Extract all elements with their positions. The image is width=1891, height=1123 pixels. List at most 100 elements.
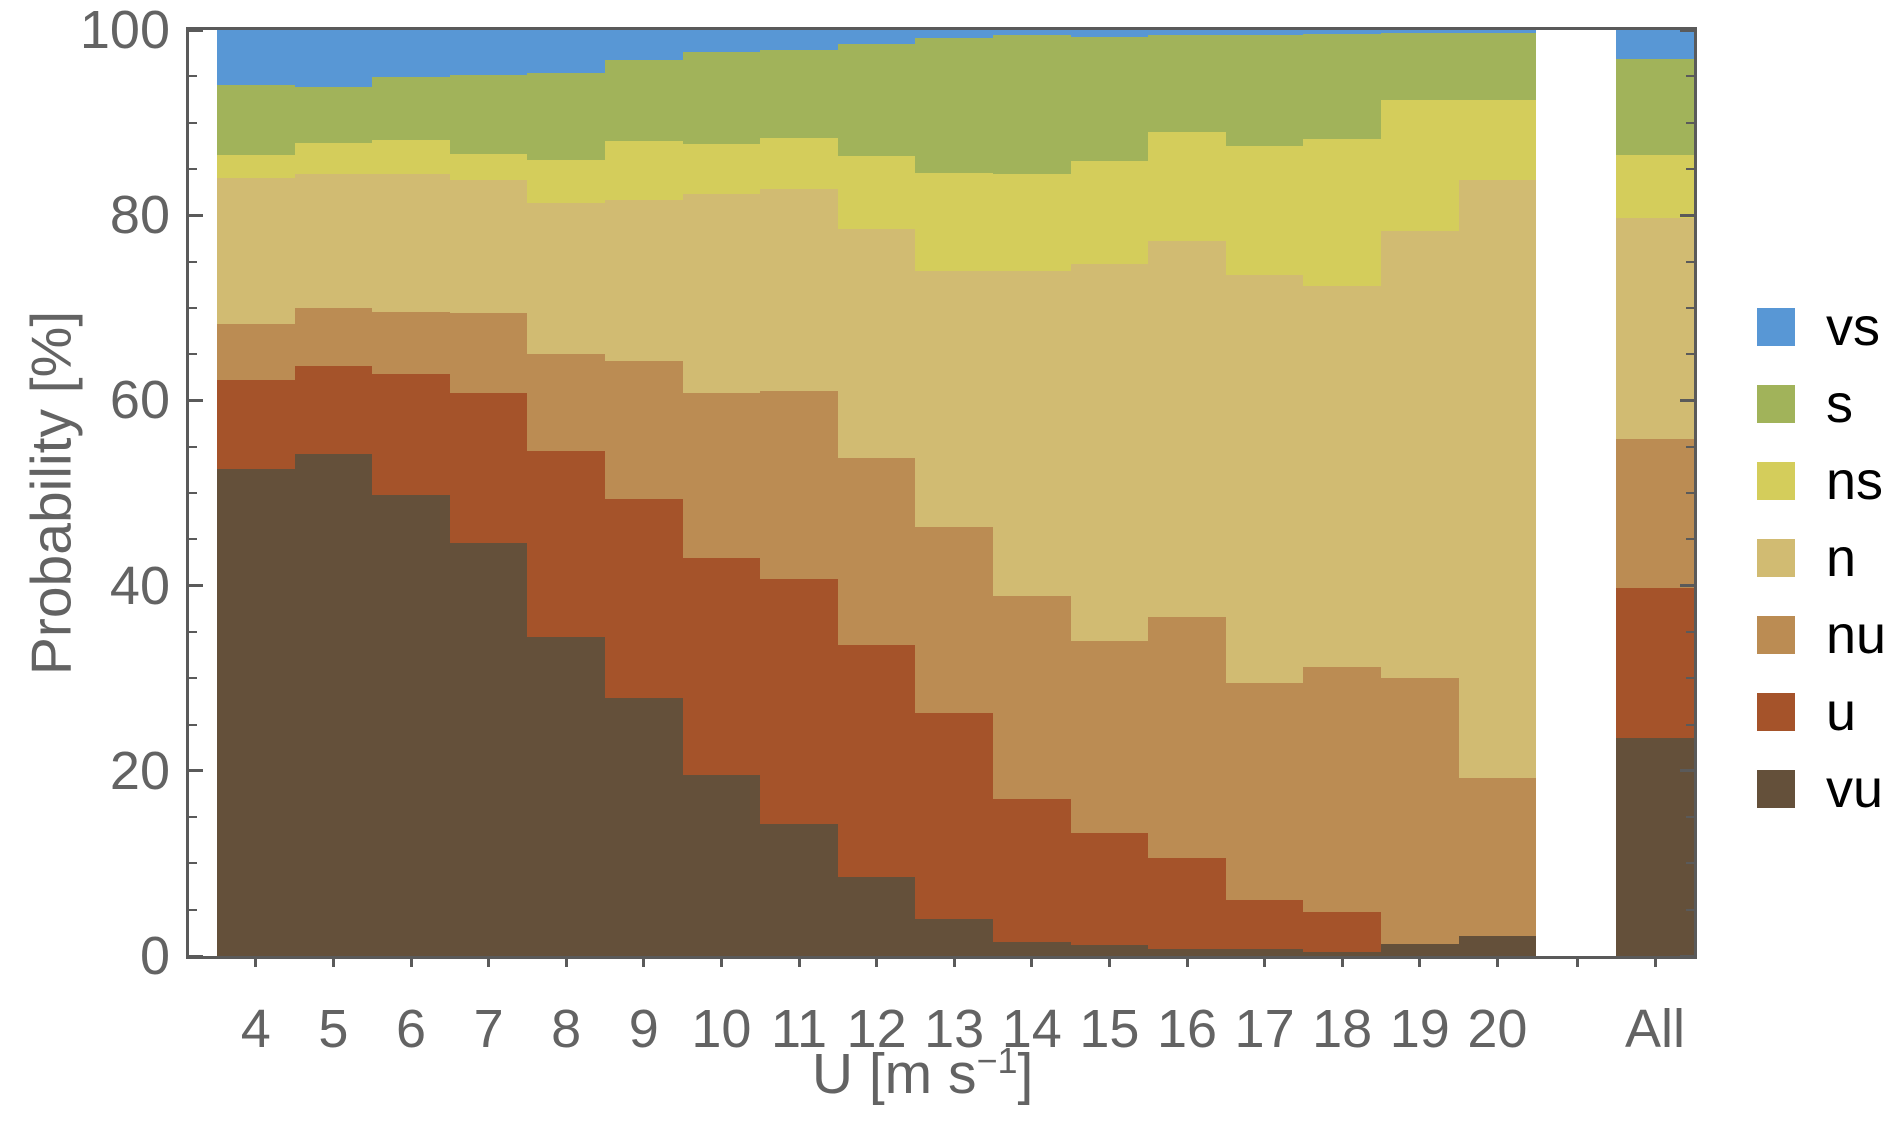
bar-segment-u-16 [1148, 857, 1226, 949]
bar-segment-vs-7 [449, 30, 528, 75]
legend-swatch-vu [1757, 769, 1795, 808]
bar-segment-u-17 [1225, 900, 1304, 949]
y-minor-tick-left [189, 260, 197, 263]
legend-swatch-ns [1757, 461, 1795, 500]
x-tick-label-4: 4 [240, 999, 271, 1059]
bar-segment-vu-11 [760, 823, 838, 956]
bar-segment-vs-9 [605, 30, 683, 60]
bar-segment-n-7 [449, 180, 528, 314]
bar-column-9 [605, 30, 683, 956]
bar-segment-ns-4 [217, 155, 295, 179]
legend-swatch-nu [1757, 615, 1795, 654]
y-minor-tick-right [1686, 445, 1694, 448]
x-tick [1418, 959, 1422, 967]
bar-segment-vu-15 [1070, 944, 1149, 956]
bar-segment-vs-18 [1303, 30, 1381, 34]
x-tick [409, 959, 413, 967]
y-major-tick-left [189, 769, 203, 773]
bar-segment-s-16 [1148, 34, 1226, 132]
bar-segment-ns-8 [527, 159, 605, 204]
legend-row-vs: vs [1757, 288, 1886, 365]
legend-swatch-s [1757, 384, 1795, 423]
bar-segment-vs-14 [993, 30, 1071, 35]
y-minor-tick-left [189, 723, 197, 726]
bar-segment-n-16 [1148, 241, 1226, 618]
bar-segment-u-7 [449, 393, 528, 544]
bar-segment-s-4 [217, 84, 295, 156]
bar-segment-vu-8 [527, 636, 605, 956]
bar-segment-s-7 [449, 74, 528, 155]
bar-segment-vs-5 [294, 30, 373, 87]
y-minor-tick-left [189, 353, 197, 356]
bar-segment-ns-10 [682, 143, 761, 194]
x-tick-label-9: 9 [628, 999, 659, 1059]
bar-segment-vs-4 [217, 30, 295, 85]
bar-segment-s-8 [527, 72, 605, 160]
y-major-tick-right [1680, 584, 1694, 588]
bar-column-15 [1070, 30, 1149, 956]
bar-segment-vu-All [1616, 738, 1694, 956]
x-tick [875, 959, 879, 967]
y-major-tick-right [1680, 954, 1694, 958]
bar-segment-u-14 [993, 798, 1071, 943]
legend-row-n: n [1757, 519, 1886, 596]
x-tick-label-17: 17 [1234, 999, 1295, 1059]
bar-segment-n-12 [837, 229, 916, 458]
bar-segment-vs-16 [1148, 30, 1226, 35]
bar-segment-n-5 [294, 173, 373, 308]
bar-column-14 [993, 30, 1071, 956]
bar-segment-u-8 [527, 451, 605, 637]
x-tick [642, 959, 646, 967]
y-minor-tick-left [189, 121, 197, 124]
y-minor-tick-right [1686, 306, 1694, 309]
x-tick-label-15: 15 [1079, 999, 1140, 1059]
bar-segment-vs-10 [682, 30, 761, 53]
bar-segment-ns-5 [294, 143, 373, 174]
bar-segment-ns-19 [1381, 100, 1459, 231]
bar-segment-vu-18 [1303, 952, 1381, 956]
bar-segment-ns-9 [605, 141, 683, 200]
x-tick [797, 959, 801, 967]
x-tick [1030, 959, 1034, 967]
bar-segment-n-13 [915, 270, 993, 528]
bar-column-6 [372, 30, 450, 956]
x-tick-label-7: 7 [473, 999, 504, 1059]
y-minor-tick-right [1686, 121, 1694, 124]
bar-segment-s-15 [1070, 36, 1149, 161]
legend-label-nu: nu [1826, 604, 1887, 665]
legend-swatch-n [1757, 538, 1795, 577]
bar-segment-n-9 [605, 199, 683, 361]
bar-segment-nu-All [1616, 439, 1694, 589]
bar-segment-nu-17 [1225, 682, 1304, 901]
y-minor-tick-left [189, 306, 197, 309]
bar-segment-vu-20 [1458, 935, 1537, 956]
x-axis-title-superscript: −1 [976, 1040, 1018, 1081]
legend-row-u: u [1757, 673, 1886, 750]
bar-segment-s-20 [1458, 32, 1537, 101]
bar-segment-vs-19 [1381, 30, 1459, 33]
bar-segment-s-All [1616, 58, 1694, 156]
bar-segment-u-12 [837, 644, 916, 878]
bar-segment-vs-8 [527, 30, 605, 73]
bar-segment-s-14 [993, 34, 1071, 174]
bar-column-5 [294, 30, 373, 956]
y-minor-tick-right [1686, 353, 1694, 356]
bar-segment-s-18 [1303, 33, 1381, 140]
bar-segment-ns-12 [837, 155, 916, 230]
x-axis-title-post: ] [1017, 1042, 1034, 1106]
bar-segment-vu-13 [915, 918, 993, 956]
bar-segment-n-14 [993, 270, 1071, 596]
bar-segment-nu-15 [1070, 641, 1149, 833]
y-minor-tick-right [1686, 492, 1694, 494]
x-tick-label-16: 16 [1156, 999, 1218, 1059]
bar-segment-u-6 [372, 374, 450, 495]
x-tick-label-19: 19 [1389, 999, 1450, 1059]
bar-segment-s-12 [837, 43, 916, 156]
bar-column-13 [915, 30, 993, 956]
bar-segment-s-17 [1225, 34, 1304, 146]
bar-segment-ns-All [1616, 155, 1694, 218]
y-minor-tick-right [1686, 816, 1694, 819]
bar-segment-nu-20 [1458, 778, 1537, 936]
bar-column-16 [1148, 30, 1226, 956]
bars-layer [189, 30, 1694, 956]
